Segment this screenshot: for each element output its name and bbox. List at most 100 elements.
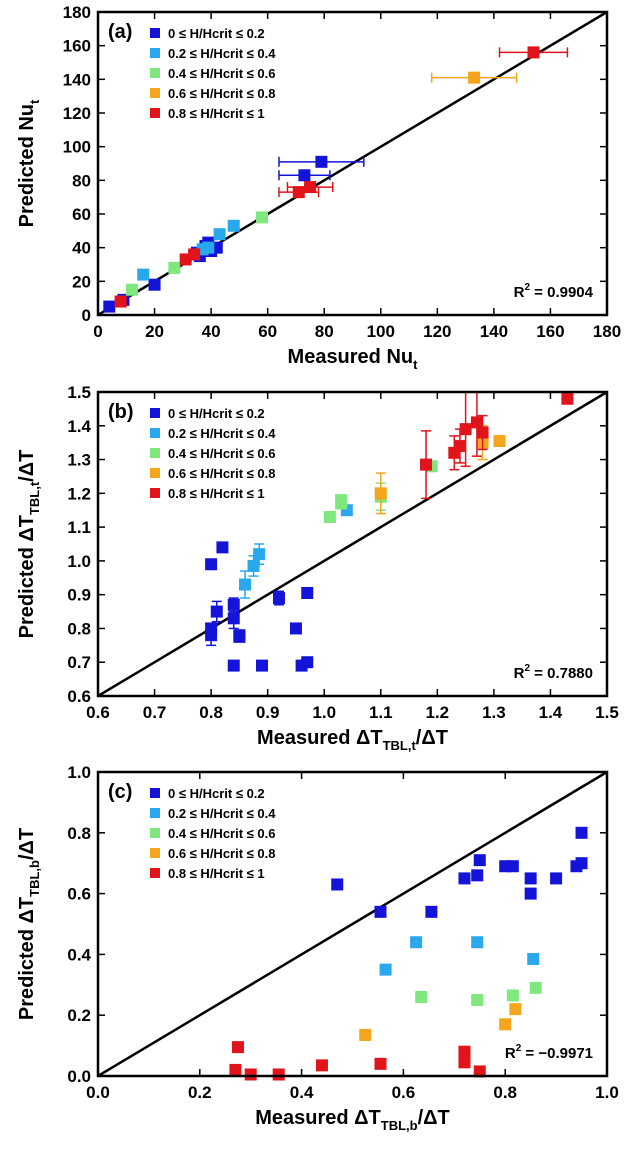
x-tick-label: 0.9 [256, 703, 280, 722]
data-point [473, 854, 486, 867]
plot-frame [96, 770, 609, 1078]
x-tick-label: 60 [258, 322, 277, 341]
data-point [359, 1028, 372, 1041]
data-point [471, 936, 484, 949]
legend-swatch [150, 108, 160, 118]
y-axis-label: Predicted ΔTTBL,b/ΔT [16, 828, 42, 1020]
data-point [506, 860, 519, 873]
y-tick-label: 1.0 [67, 763, 91, 782]
data-point [471, 994, 484, 1006]
y-tick-label: 0.0 [67, 1067, 91, 1086]
legend-label: 0.2 ≤ H/Hcrit ≤ 0.4 [168, 46, 276, 61]
y-tick-label: 0 [82, 306, 91, 325]
x-tick-label: 20 [145, 322, 164, 341]
data-point [253, 548, 266, 561]
data-point [239, 578, 252, 591]
x-tick-label: 0.6 [86, 703, 110, 722]
data-point [137, 268, 150, 281]
data-point [575, 826, 588, 839]
legend-swatch [150, 428, 160, 438]
data-point [247, 559, 260, 572]
data-point [227, 612, 240, 625]
data-point [227, 659, 240, 672]
data-point [410, 936, 423, 949]
data-point [527, 952, 540, 965]
data-point [459, 423, 472, 436]
legend-label: 0.6 ≤ H/Hcrit ≤ 0.8 [168, 466, 275, 481]
data-point [301, 656, 314, 669]
data-point [227, 598, 240, 611]
legend-swatch [150, 448, 160, 458]
data-point [231, 1041, 244, 1054]
x-tick-label: 1.4 [539, 703, 563, 722]
x-tick-label: 180 [593, 322, 621, 341]
legend-label: 0 ≤ H/Hcrit ≤ 0.2 [168, 786, 265, 801]
y-tick-label: 0.2 [67, 1006, 91, 1025]
y-tick-label: 0.8 [67, 619, 91, 638]
legend-swatch [150, 808, 160, 818]
data-point [125, 283, 138, 296]
data-point [458, 1045, 471, 1058]
data-point [471, 869, 484, 882]
legend-label: 0.6 ≤ H/Hcrit ≤ 0.8 [168, 86, 275, 101]
legend-label: 0.4 ≤ H/Hcrit ≤ 0.6 [168, 826, 275, 841]
data-point [458, 1056, 471, 1069]
legend-label: 0 ≤ H/Hcrit ≤ 0.2 [168, 406, 265, 421]
data-point [256, 659, 269, 672]
x-tick-label: 0.0 [86, 1083, 110, 1102]
y-tick-label: 1.5 [67, 383, 91, 402]
chart-panel-b: 0.6 0.7 0.8 0.9 1.0 1.1 1.2 1.3 1.4 1.5 0.6 0.7 0.8 0… [16, 383, 619, 753]
x-axis-label: Measured ΔTTBL,t/ΔT [257, 727, 448, 753]
data-point [331, 878, 344, 891]
x-tick-label: 1.1 [369, 703, 393, 722]
data-point [374, 905, 387, 918]
y-tick-label: 1.0 [67, 552, 91, 571]
legend-label: 0.6 ≤ H/Hcrit ≤ 0.8 [168, 846, 275, 861]
legend-swatch [150, 68, 160, 78]
y-tick-label: 120 [63, 104, 91, 123]
data-point [374, 487, 387, 500]
data-point [205, 558, 218, 571]
y-tick-label: 160 [63, 37, 91, 56]
data-point [315, 155, 328, 168]
y-tick-label: 1.2 [67, 484, 91, 503]
legend-swatch [150, 88, 160, 98]
x-tick-label: 0.7 [143, 703, 167, 722]
data-point [575, 857, 588, 870]
legend-swatch [150, 488, 160, 498]
x-tick-label: 1.3 [482, 703, 506, 722]
data-point [415, 990, 428, 1003]
y-axis-label: Predicted Nut [16, 99, 42, 227]
y-tick-label: 20 [72, 272, 91, 291]
y-tick-label: 1.3 [67, 451, 91, 470]
x-tick-label: 160 [536, 322, 564, 341]
data-point [458, 872, 471, 885]
legend: 0 ≤ H/Hcrit ≤ 0.2 0.2 ≤ H/Hcrit ≤ 0.4 0.4 … [150, 786, 276, 881]
r-squared-annotation: R2 = 0.9904 [514, 282, 594, 301]
y-tick-label: 140 [63, 70, 91, 89]
y-tick-label: 0.6 [67, 885, 91, 904]
data-point [335, 494, 348, 507]
data-point [205, 622, 218, 635]
data-point [213, 228, 226, 241]
panel-label: (a) [108, 21, 132, 43]
data-point [103, 300, 116, 313]
data-point [114, 295, 127, 308]
plot-frame [96, 390, 609, 698]
y-tick-label: 1.4 [67, 417, 91, 436]
x-tick-label: 80 [315, 322, 334, 341]
legend: 0 ≤ H/Hcrit ≤ 0.2 0.2 ≤ H/Hcrit ≤ 0.4 0.4 … [150, 26, 276, 121]
x-tick-label: 1.0 [312, 703, 336, 722]
x-tick-label: 120 [423, 322, 451, 341]
data-point [233, 630, 246, 643]
y-tick-label: 0.8 [67, 824, 91, 843]
data-point [298, 169, 311, 182]
data-point [468, 71, 481, 84]
y-axis-label: Predicted ΔTTBL,t/ΔT [16, 450, 42, 639]
legend-label: 0.8 ≤ H/Hcrit ≤ 1 [168, 106, 265, 121]
legend-label: 0.2 ≤ H/Hcrit ≤ 0.4 [168, 806, 276, 821]
y-tick-label: 0.6 [67, 687, 91, 706]
data-point [301, 586, 314, 599]
data-point [499, 1018, 512, 1031]
